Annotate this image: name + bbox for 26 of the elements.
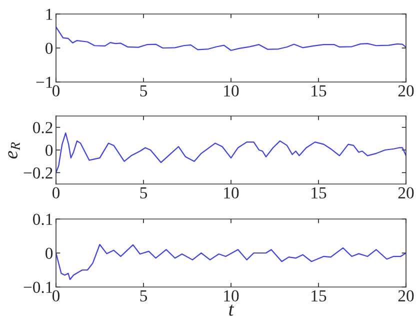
y-tick-label: −0.2 (24, 167, 52, 179)
x-tick-label: 20 (398, 85, 414, 97)
y-axis-title: e$_{R}$ (8, 142, 20, 159)
y-tick-label: −1 (36, 76, 52, 88)
y-tick-label: 1 (46, 8, 52, 20)
x-tick-label: 15 (312, 187, 326, 199)
line-series (56, 244, 406, 280)
y-tick-label: −0.1 (24, 282, 52, 294)
y-tick-label: 0 (46, 144, 53, 156)
x-axis-title: t (229, 304, 234, 316)
x-tick-label: 5 (140, 290, 148, 302)
x-tick-label: 10 (224, 290, 239, 302)
y-tick-label: 0 (46, 248, 53, 259)
x-tick-label: 10 (224, 85, 239, 97)
x-tick-label: 5 (140, 85, 148, 97)
line-series (56, 132, 406, 174)
x-tick-label: 15 (312, 85, 326, 97)
x-tick-label: 10 (224, 187, 239, 199)
x-tick-label: 20 (398, 187, 414, 199)
y-tick-label: 0 (46, 42, 53, 54)
x-tick-label: 20 (398, 290, 414, 302)
y-tick-label: 0.2 (33, 122, 52, 134)
y-tick-label: 0.1 (33, 214, 52, 226)
line-series (56, 26, 406, 51)
x-tick-label: 15 (312, 290, 326, 302)
x-tick-label: 5 (140, 187, 148, 199)
